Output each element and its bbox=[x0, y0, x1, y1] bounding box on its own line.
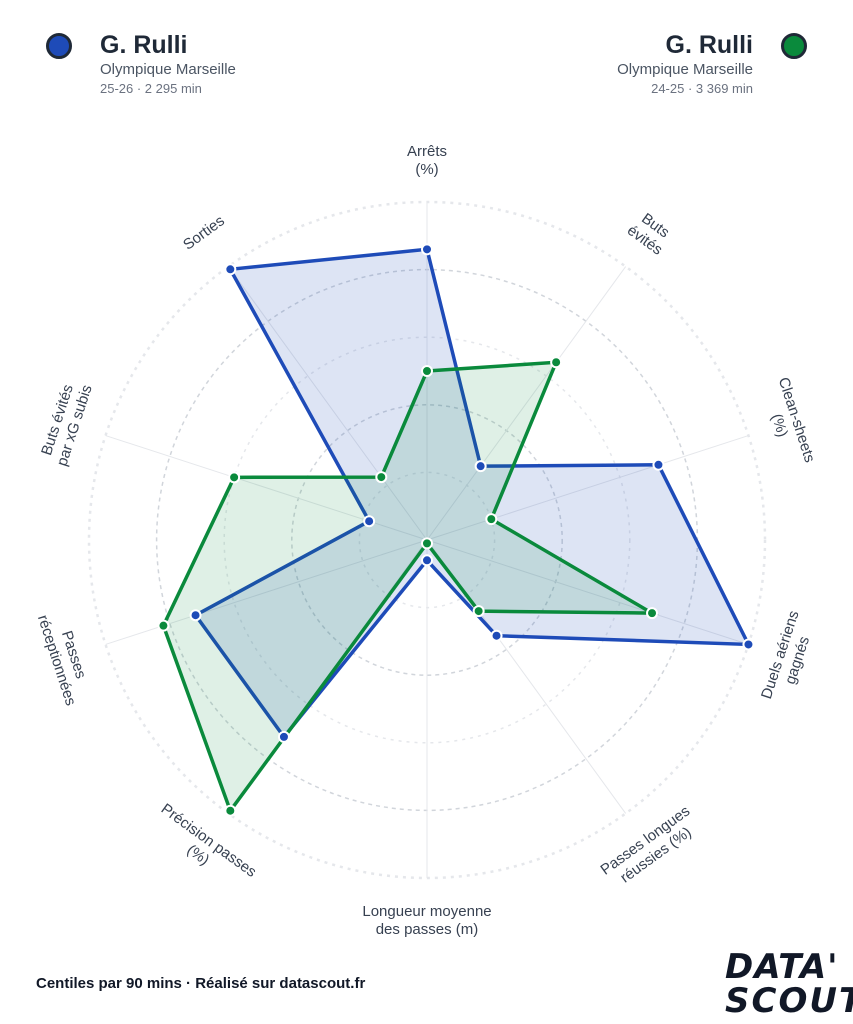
footer-caption: Centiles par 90 mins · Réalisé sur datas… bbox=[36, 975, 366, 992]
player-left-club: Olympique Marseille bbox=[100, 61, 236, 78]
series-0-point bbox=[189, 609, 202, 622]
axis-label: Passes longuesréussies (%) bbox=[598, 803, 704, 894]
axis-label: Sorties bbox=[180, 212, 228, 253]
axis-label: Précision passes(%) bbox=[147, 800, 259, 895]
series-0-point bbox=[490, 629, 503, 642]
series-0-point bbox=[474, 460, 487, 473]
series-0-point bbox=[421, 243, 433, 256]
series-1-point bbox=[421, 365, 433, 377]
axis-label: Longueur moyenne des passes (m) bbox=[362, 903, 491, 938]
player-left-color-dot bbox=[46, 33, 72, 59]
series-1-point bbox=[646, 607, 659, 620]
player-right-season-minutes: 24-25 · 3 369 min bbox=[651, 81, 753, 96]
player-left-season-minutes: 25-26 · 2 295 min bbox=[100, 81, 202, 96]
series-0-point bbox=[652, 458, 665, 471]
grid-spoke bbox=[227, 266, 428, 541]
axis-label: Clean-sheets(%) bbox=[758, 375, 819, 470]
series-0-point bbox=[277, 730, 290, 743]
series-1-point bbox=[375, 471, 388, 484]
datascout-logo: DATA' SCOUT bbox=[725, 947, 853, 1021]
grid-spoke bbox=[426, 266, 627, 541]
logo-line-2: SCOUT bbox=[725, 981, 853, 1021]
series-1-point bbox=[157, 619, 170, 632]
axis-label: Buts évitéspar xG subis bbox=[36, 377, 95, 468]
grid-spoke bbox=[426, 435, 749, 541]
player-left-header: G. Rulli Olympique Marseille 25-26 · 2 2… bbox=[46, 30, 236, 97]
axis-label: Butsévités bbox=[624, 207, 676, 258]
player-right-name: G. Rulli bbox=[665, 31, 754, 59]
player-left-name: G. Rulli bbox=[100, 31, 188, 59]
series-1-point bbox=[485, 513, 498, 526]
series-0-point bbox=[224, 263, 237, 276]
series-0-point bbox=[363, 515, 376, 528]
series-1-point bbox=[224, 804, 237, 817]
axis-label: Duels aériensgagnés bbox=[758, 609, 820, 707]
axis-label: Arrêts (%) bbox=[407, 143, 447, 178]
grid-circle bbox=[223, 336, 631, 744]
grid-spoke bbox=[426, 539, 749, 645]
series-1-point bbox=[228, 471, 241, 484]
series-0-point bbox=[742, 638, 755, 651]
series-0-point bbox=[421, 554, 433, 567]
player-right-color-dot bbox=[781, 33, 807, 59]
grid-circle bbox=[291, 404, 563, 676]
axis-label: Passesréceptionnées bbox=[34, 607, 96, 707]
player-right-club: Olympique Marseille bbox=[617, 61, 753, 78]
series-1-point bbox=[472, 605, 485, 618]
player-right-header: G. Rulli Olympique Marseille 24-25 · 3 3… bbox=[617, 30, 807, 97]
series-1-point bbox=[550, 356, 563, 369]
series-1-point bbox=[421, 537, 433, 550]
logo-line-1: DATA' bbox=[725, 947, 839, 987]
